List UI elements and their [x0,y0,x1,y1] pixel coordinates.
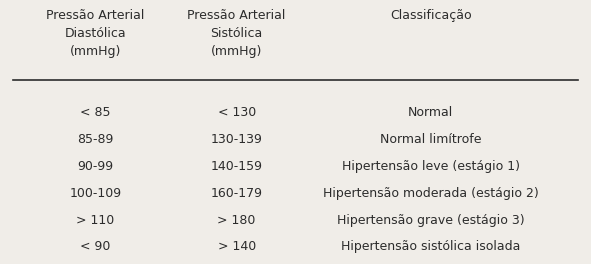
Text: Classificação: Classificação [390,9,472,22]
Text: 140-159: 140-159 [210,160,262,173]
Text: > 110: > 110 [76,214,115,227]
Text: 85-89: 85-89 [77,133,113,146]
Text: > 180: > 180 [217,214,256,227]
Text: 130-139: 130-139 [211,133,262,146]
Text: 160-179: 160-179 [210,187,262,200]
Text: 100-109: 100-109 [69,187,122,200]
Text: < 130: < 130 [217,106,256,119]
Text: Hipertensão sistólica isolada: Hipertensão sistólica isolada [341,241,521,253]
Text: Hipertensão grave (estágio 3): Hipertensão grave (estágio 3) [337,214,525,227]
Text: > 140: > 140 [217,241,256,253]
Text: Pressão Arterial
Sistólica
(mmHg): Pressão Arterial Sistólica (mmHg) [187,9,286,58]
Text: Pressão Arterial
Diastólica
(mmHg): Pressão Arterial Diastólica (mmHg) [46,9,145,58]
Text: Normal limítrofe: Normal limítrofe [380,133,482,146]
Text: < 85: < 85 [80,106,111,119]
Text: Hipertensão moderada (estágio 2): Hipertensão moderada (estágio 2) [323,187,538,200]
Text: < 90: < 90 [80,241,111,253]
Text: Normal: Normal [408,106,453,119]
Text: Hipertensão leve (estágio 1): Hipertensão leve (estágio 1) [342,160,520,173]
Text: 90-99: 90-99 [77,160,113,173]
